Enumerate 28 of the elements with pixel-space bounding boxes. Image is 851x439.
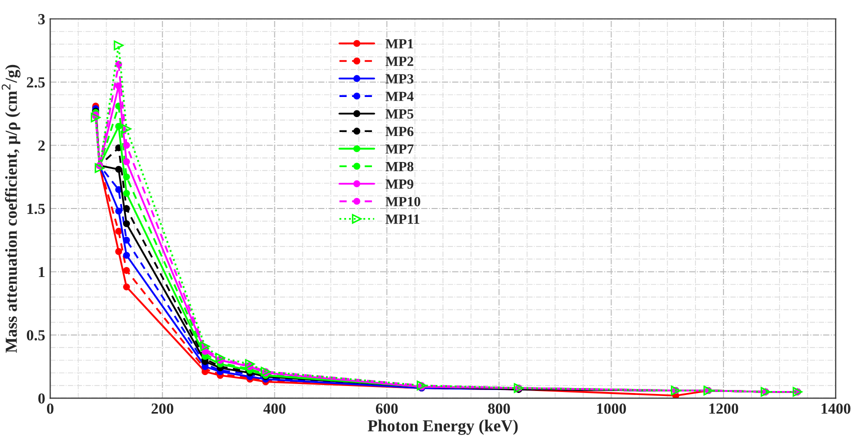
legend-label: MP9 (386, 179, 414, 189)
legend-label: MP7 (386, 144, 414, 154)
legend-label: MP8 (386, 162, 414, 172)
y-tick-label: 0.5 (26, 330, 45, 340)
x-tick-label: 400 (263, 403, 286, 414)
legend-label: MP4 (386, 92, 414, 101)
legend-label: MP2 (386, 56, 414, 66)
x-tick-label: 0 (46, 403, 54, 414)
x-axis-title: Photon Energy (keV) (368, 420, 518, 435)
legend-label: MP3 (386, 74, 414, 84)
legend-label: MP10 (386, 196, 420, 206)
x-tick-label: 200 (152, 403, 174, 414)
y-tick-label: 2.5 (26, 77, 45, 88)
y-tick-label: 1 (38, 266, 45, 278)
x-tick-label: 600 (376, 403, 398, 414)
y-tick-label: 0 (38, 393, 45, 404)
x-tick-label: 1200 (709, 403, 738, 414)
x-tick-label: 800 (488, 403, 510, 414)
y-axis-title: Mass attenuation coefficient, μ/ρ (cm$^{2}$/g) (2, 64, 20, 353)
y-tick-label: 2 (38, 140, 45, 151)
x-tick-label: 1400 (822, 403, 850, 414)
legend-label: MP1 (386, 39, 414, 48)
x-tick-label: 1000 (597, 403, 626, 414)
y-tick-label: 1.5 (27, 204, 45, 214)
legend-label: MP11 (386, 214, 420, 224)
legend-label: MP6 (386, 126, 414, 136)
y-tick-label: 3 (38, 14, 45, 24)
legend-label: MP5 (386, 109, 414, 119)
